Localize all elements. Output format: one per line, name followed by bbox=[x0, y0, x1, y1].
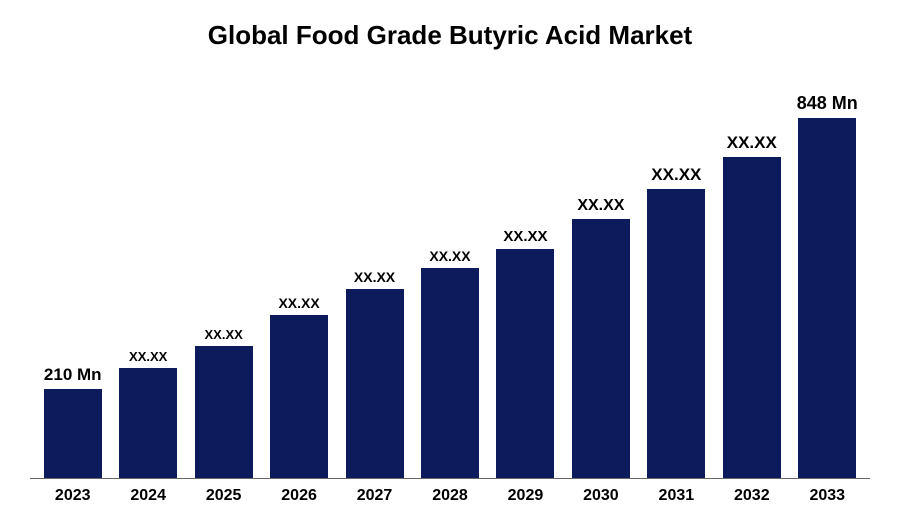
plot-area: 210 Mn XX.XX XX.XX XX.XX XX.XX XX.XX XX.XX XX.X… bbox=[30, 61, 870, 479]
x-axis-label: 2031 bbox=[639, 487, 714, 505]
x-axis-label: 2030 bbox=[563, 487, 638, 505]
bar-group: XX.XX bbox=[337, 61, 412, 478]
bar-group: XX.XX bbox=[563, 61, 638, 478]
bar-value-label: XX.XX bbox=[577, 197, 624, 215]
bar bbox=[195, 346, 253, 478]
bar bbox=[798, 118, 856, 478]
bar-value-label: 848 Mn bbox=[797, 93, 858, 114]
x-axis-label: 2033 bbox=[790, 487, 865, 505]
bar-value-label: XX.XX bbox=[651, 165, 701, 185]
bar-group: XX.XX bbox=[261, 61, 336, 478]
bar-group: XX.XX bbox=[186, 61, 261, 478]
bar-group: XX.XX bbox=[488, 61, 563, 478]
bar-group: 210 Mn bbox=[35, 61, 110, 478]
bar-value-label: 210 Mn bbox=[44, 365, 102, 385]
bar-group: XX.XX bbox=[412, 61, 487, 478]
bar-group: XX.XX bbox=[110, 61, 185, 478]
bar bbox=[44, 389, 102, 478]
bar-value-label: XX.XX bbox=[278, 295, 319, 311]
x-axis-label: 2025 bbox=[186, 487, 261, 505]
bar-value-label: XX.XX bbox=[503, 228, 547, 245]
bar-group: XX.XX bbox=[714, 61, 789, 478]
x-axis-label: 2023 bbox=[35, 487, 110, 505]
x-axis-label: 2024 bbox=[110, 487, 185, 505]
bar bbox=[270, 315, 328, 478]
x-axis-label: 2032 bbox=[714, 487, 789, 505]
bar bbox=[421, 268, 479, 478]
bar bbox=[119, 368, 177, 478]
bar-value-label: XX.XX bbox=[429, 248, 470, 264]
bar-value-label: XX.XX bbox=[727, 133, 777, 153]
chart-title: Global Food Grade Butyric Acid Market bbox=[30, 20, 870, 51]
x-axis-label: 2027 bbox=[337, 487, 412, 505]
bar bbox=[572, 219, 630, 478]
bar bbox=[496, 249, 554, 478]
chart-container: Global Food Grade Butyric Acid Market 21… bbox=[0, 0, 900, 525]
bar-group: 848 Mn bbox=[790, 61, 865, 478]
bar-value-label: XX.XX bbox=[204, 327, 242, 342]
x-axis: 2023202420252026202720282029203020312032… bbox=[30, 479, 870, 505]
bar-value-label: XX.XX bbox=[129, 349, 167, 364]
x-axis-label: 2029 bbox=[488, 487, 563, 505]
x-axis-label: 2026 bbox=[261, 487, 336, 505]
bar-group: XX.XX bbox=[639, 61, 714, 478]
bar bbox=[346, 289, 404, 478]
bar-value-label: XX.XX bbox=[354, 269, 395, 285]
bar bbox=[647, 189, 705, 478]
x-axis-label: 2028 bbox=[412, 487, 487, 505]
bar bbox=[723, 157, 781, 478]
